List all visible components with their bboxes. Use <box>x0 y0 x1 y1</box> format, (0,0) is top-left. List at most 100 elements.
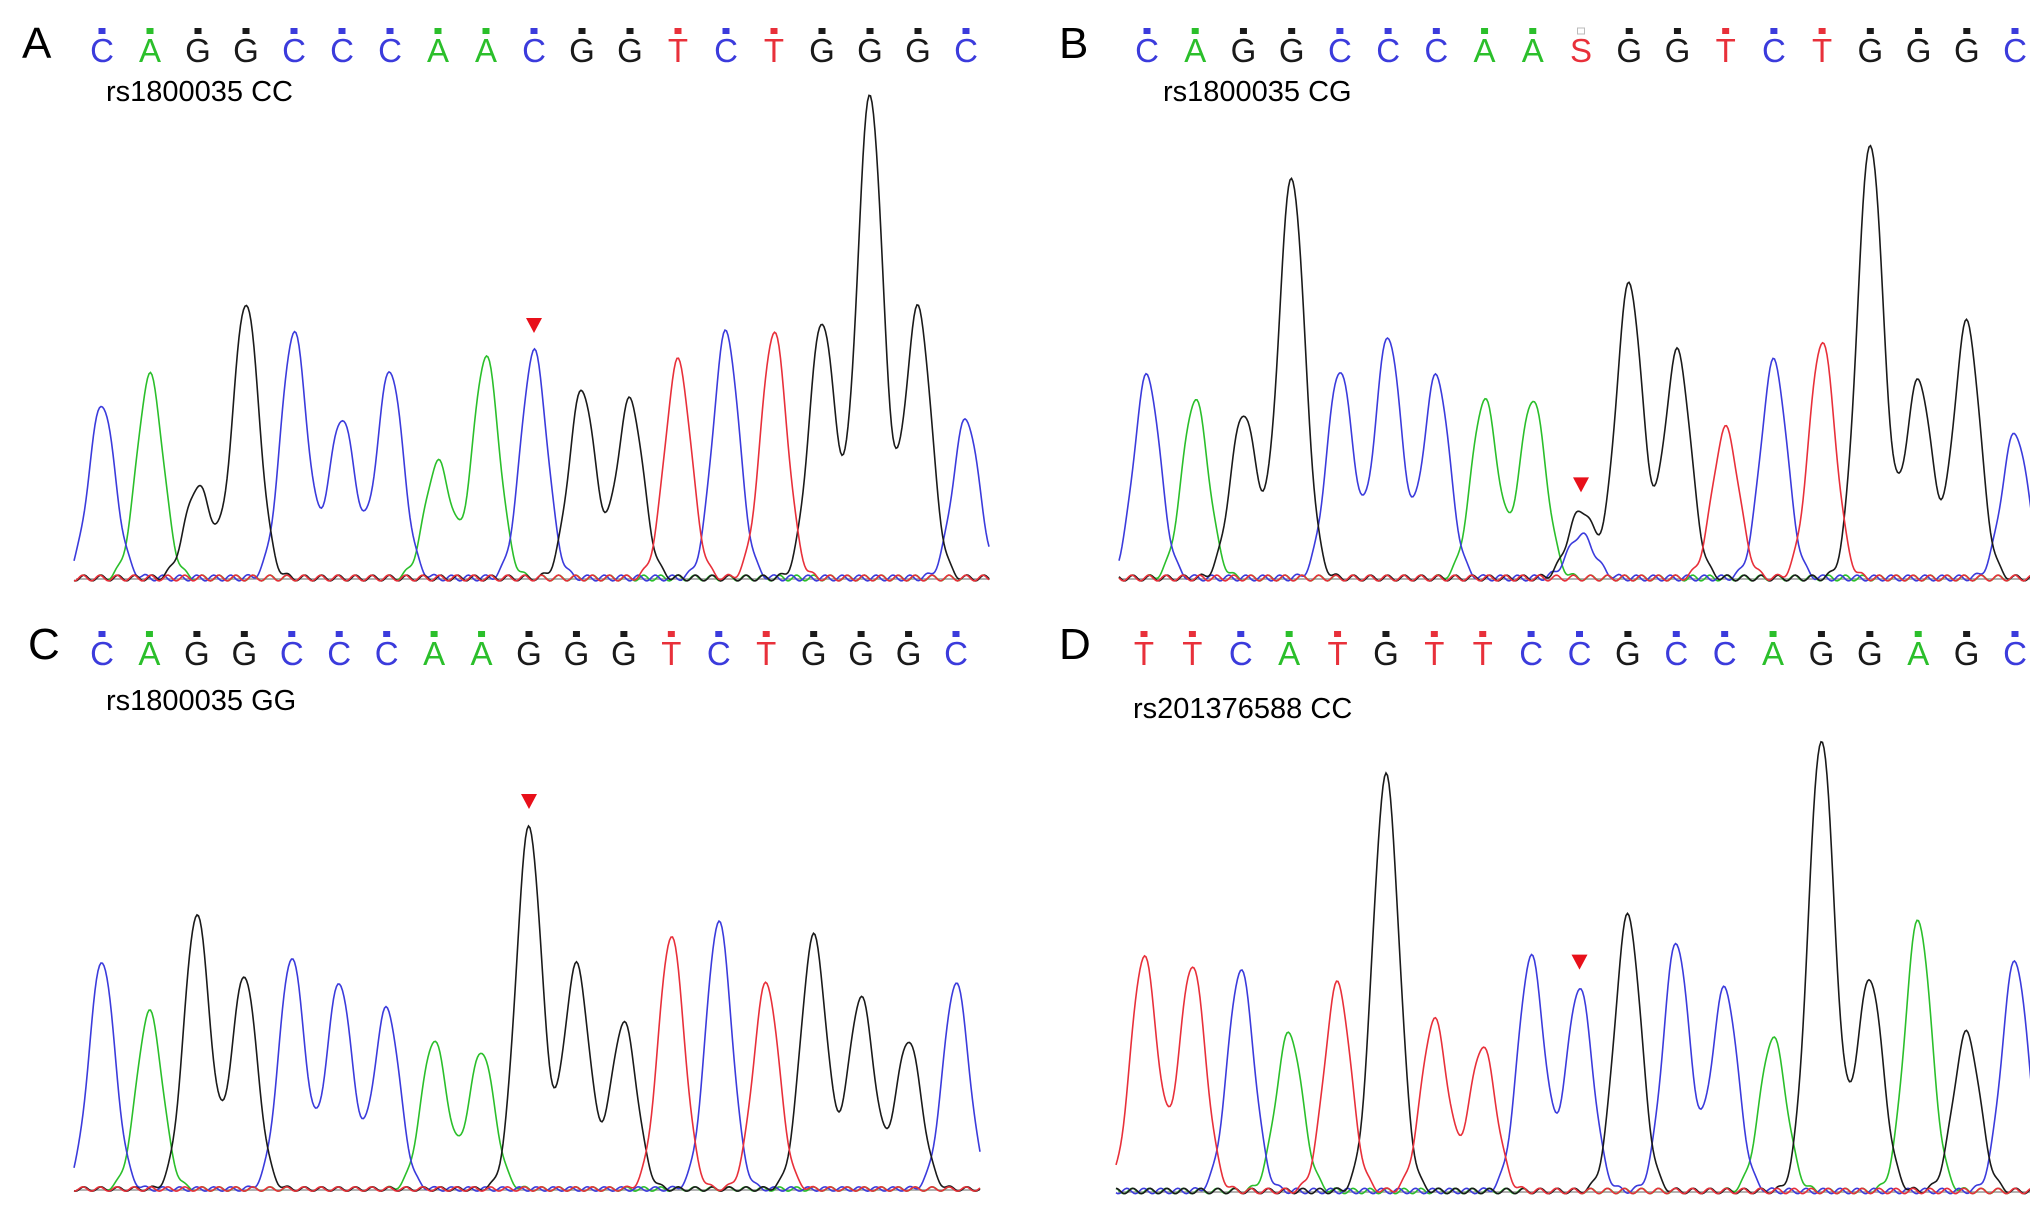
base-call-letter: A <box>138 635 160 672</box>
base-call-letter: A <box>1184 32 1206 69</box>
base-call-letter: G <box>516 635 542 672</box>
quality-tick <box>1866 28 1874 34</box>
base-call-letter: T <box>756 635 776 672</box>
quality-tick <box>1721 631 1729 637</box>
sample-label-a: rs1800035 CC <box>106 76 293 108</box>
quality-tick <box>1430 631 1438 637</box>
quality-tick <box>145 631 153 637</box>
quality-tick <box>386 28 394 34</box>
base-call-letter: A <box>427 32 449 69</box>
base-call-letter: T <box>1812 32 1832 69</box>
base-call-letter: C <box>327 635 351 672</box>
quality-tick <box>1963 631 1971 637</box>
quality-tick <box>335 631 343 637</box>
base-call-letter: C <box>1376 32 1400 69</box>
base-call-letter: G <box>848 635 874 672</box>
quality-tick <box>1722 28 1730 34</box>
base-call-letter: C <box>714 32 738 69</box>
base-call-letter: C <box>1424 32 1448 69</box>
base-call-letter: C <box>280 635 304 672</box>
base-call-letter: C <box>1328 32 1352 69</box>
base-call-letter: C <box>1713 635 1737 672</box>
quality-tick <box>1384 28 1392 34</box>
base-call-letter: G <box>233 32 259 69</box>
base-call-letter: G <box>1809 635 1835 672</box>
base-call-letter: G <box>1857 32 1883 69</box>
base-call-letter: T <box>668 32 688 69</box>
trace-t <box>1115 954 2030 1195</box>
trace-c <box>1115 942 2030 1195</box>
quality-tick <box>1576 631 1583 637</box>
trace-a <box>74 1009 981 1193</box>
base-call-letter: G <box>185 32 211 69</box>
base-call-letter: G <box>184 635 210 672</box>
quality-tick <box>1481 28 1489 34</box>
quality-tick <box>1529 28 1537 34</box>
base-call-letter: G <box>569 32 595 69</box>
quality-tick <box>810 631 818 637</box>
quality-tick <box>1288 28 1296 34</box>
quality-tick <box>715 631 723 637</box>
base-call-letter: A <box>423 635 445 672</box>
base-call-letter: C <box>954 32 978 69</box>
quality-tick <box>1915 28 1923 34</box>
base-call-letter: C <box>2003 635 2027 672</box>
quality-tick <box>1527 631 1535 637</box>
base-call-letter: T <box>1182 635 1202 672</box>
quality-tick <box>240 631 248 637</box>
base-call-letter: C <box>330 32 354 69</box>
base-call-letter: G <box>231 635 257 672</box>
quality-tick <box>1432 28 1440 34</box>
quality-tick <box>2011 631 2019 637</box>
trace-g <box>73 94 990 582</box>
variant-marker-arrow <box>526 317 542 333</box>
base-call-letter: C <box>1568 635 1592 672</box>
base-call-letter: T <box>1473 635 1493 672</box>
base-call-letter: C <box>282 32 306 69</box>
quality-tick <box>98 28 106 34</box>
sample-label-d: rs201376588 CC <box>1133 693 1353 725</box>
base-call-letter: C <box>1664 635 1688 672</box>
quality-tick <box>1188 631 1196 637</box>
sample-label-c: rs1800035 GG <box>106 685 297 717</box>
quality-tick <box>762 631 770 637</box>
quality-tick <box>905 631 913 637</box>
quality-tick <box>620 631 628 637</box>
base-call-letter: T <box>1327 635 1347 672</box>
base-call-letter: G <box>905 32 931 69</box>
trace-t <box>73 936 981 1193</box>
quality-tick <box>1336 28 1344 34</box>
base-call-letter: G <box>1954 32 1980 69</box>
quality-tick <box>962 28 970 34</box>
quality-tick <box>674 28 682 34</box>
quality-tick <box>383 631 391 637</box>
base-call-letter: G <box>801 635 827 672</box>
quality-tick <box>1285 631 1293 637</box>
base-call-letter: C <box>375 635 399 672</box>
quality-tick <box>1624 631 1632 637</box>
quality-tick <box>1818 28 1826 34</box>
base-call-letter: C <box>90 32 114 69</box>
quality-tick <box>338 28 346 34</box>
quality-tick <box>146 28 154 34</box>
base-call-letter: G <box>1954 635 1980 672</box>
base-call-letter: T <box>764 32 784 69</box>
trace-g <box>1118 144 2030 582</box>
trace-a <box>1118 397 2030 582</box>
base-call-letter: C <box>1135 32 1159 69</box>
base-call-letter: T <box>1424 635 1444 672</box>
base-call-letter: A <box>1522 32 1544 69</box>
quality-tick <box>722 28 730 34</box>
base-call-letter: C <box>378 32 402 69</box>
quality-tick <box>1770 28 1778 34</box>
quality-tick <box>1237 631 1245 637</box>
base-call-letter: A <box>1474 32 1496 69</box>
base-call-letter: G <box>1231 32 1257 69</box>
base-call-letter: T <box>1716 32 1736 69</box>
